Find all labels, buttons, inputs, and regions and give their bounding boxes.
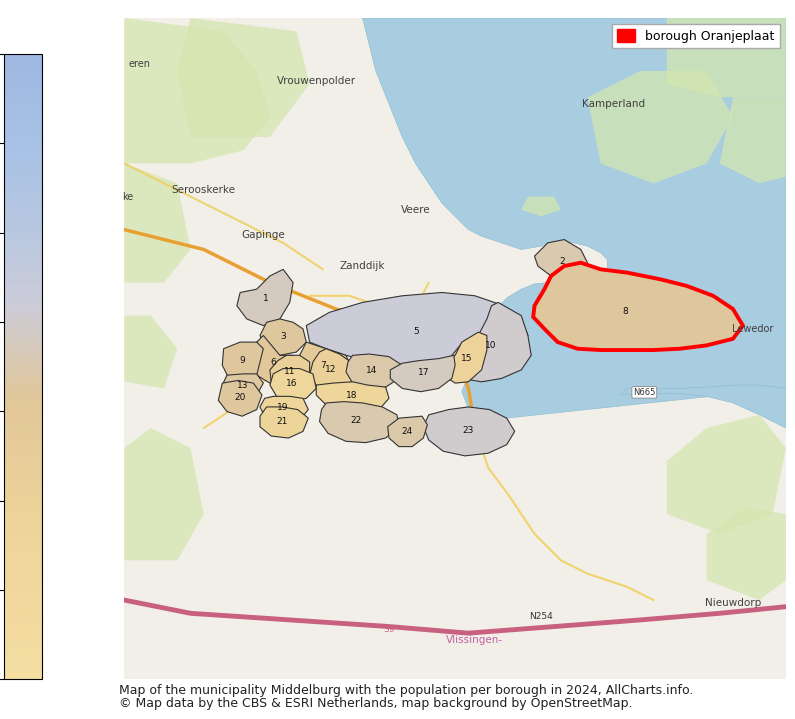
Text: N665: N665 — [632, 388, 656, 396]
Text: 17: 17 — [418, 368, 429, 377]
Text: Vrouwenpolder: Vrouwenpolder — [277, 75, 356, 86]
Polygon shape — [223, 342, 263, 383]
Polygon shape — [309, 349, 356, 390]
Polygon shape — [719, 97, 786, 183]
Text: Kamperland: Kamperland — [582, 99, 646, 109]
Polygon shape — [522, 196, 561, 216]
Text: Lewedor: Lewedor — [732, 324, 774, 334]
Polygon shape — [390, 355, 455, 392]
Text: 20: 20 — [235, 393, 246, 402]
Legend: borough Oranjeplaat: borough Oranjeplaat — [611, 24, 780, 48]
Text: Serooskerke: Serooskerke — [172, 185, 236, 195]
Text: 18: 18 — [346, 391, 358, 400]
Text: 23: 23 — [462, 426, 473, 435]
Polygon shape — [124, 18, 270, 163]
Text: © Map data by the CBS & ESRI Netherlands, map background by OpenStreetMap.: © Map data by the CBS & ESRI Netherlands… — [119, 697, 633, 710]
Text: eren: eren — [129, 59, 150, 69]
Text: Nieuwdorp: Nieuwdorp — [705, 598, 761, 608]
Text: 7: 7 — [320, 361, 326, 370]
Polygon shape — [124, 163, 191, 283]
Text: 24: 24 — [401, 427, 413, 436]
Polygon shape — [320, 402, 399, 443]
Polygon shape — [444, 332, 487, 383]
Polygon shape — [534, 239, 588, 283]
Polygon shape — [346, 354, 402, 390]
Polygon shape — [424, 407, 514, 456]
Polygon shape — [588, 71, 733, 183]
Polygon shape — [260, 319, 306, 355]
Text: 5: 5 — [413, 327, 419, 336]
Polygon shape — [124, 316, 177, 388]
Text: 2: 2 — [559, 257, 564, 266]
Polygon shape — [388, 416, 428, 446]
Polygon shape — [237, 270, 293, 326]
Polygon shape — [223, 374, 263, 400]
Text: 6: 6 — [270, 357, 276, 367]
Text: Vlissingen-: Vlissingen- — [447, 635, 503, 645]
Polygon shape — [667, 18, 786, 97]
Polygon shape — [260, 407, 308, 438]
Text: Gapinge: Gapinge — [242, 230, 285, 240]
Polygon shape — [707, 508, 786, 600]
Text: Veere: Veere — [401, 205, 430, 215]
Polygon shape — [260, 396, 308, 425]
Polygon shape — [452, 303, 531, 382]
Polygon shape — [533, 262, 743, 350]
Text: 14: 14 — [366, 366, 377, 375]
Polygon shape — [270, 369, 316, 402]
Text: 1: 1 — [263, 293, 269, 303]
Text: 39: 39 — [383, 626, 395, 634]
Text: 13: 13 — [237, 381, 249, 390]
Text: 12: 12 — [325, 365, 337, 374]
Text: ke: ke — [122, 191, 134, 201]
Polygon shape — [124, 428, 204, 560]
Text: 21: 21 — [276, 416, 288, 426]
Polygon shape — [621, 385, 786, 428]
Text: 22: 22 — [351, 416, 362, 425]
Polygon shape — [667, 415, 786, 534]
Polygon shape — [219, 380, 262, 416]
Text: 8: 8 — [622, 307, 628, 316]
Text: Map of the municipality Middelburg with the population per borough in 2024, AllC: Map of the municipality Middelburg with … — [119, 684, 693, 697]
Polygon shape — [254, 336, 297, 383]
Polygon shape — [177, 18, 309, 137]
Text: 16: 16 — [286, 380, 298, 388]
Text: N254: N254 — [529, 612, 553, 621]
Text: 15: 15 — [460, 354, 472, 364]
Polygon shape — [270, 355, 309, 390]
Text: 19: 19 — [277, 403, 289, 413]
Text: 3: 3 — [281, 331, 286, 341]
Text: 9: 9 — [239, 356, 245, 365]
Text: 11: 11 — [284, 367, 295, 376]
Polygon shape — [300, 342, 353, 385]
Polygon shape — [363, 18, 786, 421]
Polygon shape — [306, 293, 528, 365]
Text: Zanddijk: Zanddijk — [339, 261, 386, 271]
Text: N665: N665 — [633, 388, 656, 397]
Polygon shape — [316, 382, 389, 413]
Text: 10: 10 — [485, 342, 496, 350]
